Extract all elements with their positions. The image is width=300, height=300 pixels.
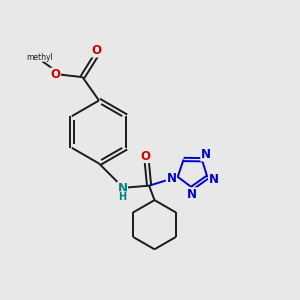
Text: N: N (201, 148, 211, 161)
Text: H: H (118, 191, 127, 202)
Text: N: N (208, 173, 219, 186)
Text: N: N (167, 172, 176, 185)
Text: N: N (187, 188, 197, 201)
Text: N: N (117, 182, 128, 195)
Text: O: O (140, 149, 150, 163)
Text: O: O (50, 68, 61, 81)
Text: methyl: methyl (26, 52, 53, 62)
Text: O: O (91, 44, 101, 57)
